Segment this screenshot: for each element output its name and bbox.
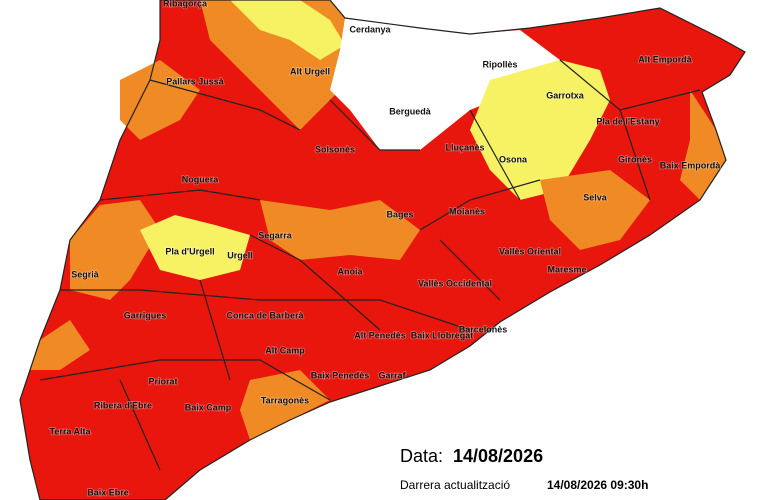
outline (19, 0, 746, 500)
region-label: Cerdanya (349, 24, 391, 34)
region-label: Garrigues (124, 310, 167, 320)
region-label: Alt Empordà (638, 54, 692, 64)
region-label: Selva (583, 192, 608, 202)
region-label: Vallès Oriental (499, 246, 561, 256)
region-label: Garraf (378, 370, 406, 380)
region-label: Berguedà (389, 106, 432, 116)
region-label: Baix Camp (185, 402, 232, 412)
date-label: Data: (400, 446, 443, 466)
region-fill (680, 90, 726, 200)
region-label: Ripollès (482, 59, 517, 69)
region-label: Barcelonès (459, 324, 508, 334)
region-label: Ribagorça (163, 0, 208, 8)
region-fill (140, 215, 250, 280)
region-label: Alt Penedès (354, 330, 406, 340)
territory (19, 0, 746, 500)
region-label: Tarragonès (261, 395, 309, 405)
region-label: Segrià (71, 269, 100, 279)
region-label: Moianès (449, 206, 485, 216)
region-fill (540, 170, 650, 250)
region-label: Baix Empordà (660, 160, 722, 170)
region-label: Alt Camp (265, 345, 305, 355)
region-label: Segarra (258, 230, 293, 240)
region-label: Lluçanès (445, 142, 484, 152)
region-fill (260, 200, 420, 260)
region-label: Alt Urgell (290, 66, 330, 76)
region-label: Pallars Jussà (166, 76, 225, 86)
region-label: Solsonès (315, 144, 355, 154)
region-label: Garrotxa (546, 90, 585, 100)
region-label: Terra Alta (49, 426, 91, 436)
region-label: Osona (499, 154, 528, 164)
region-label: Pla de l'Estany (596, 116, 659, 126)
region-fill (30, 320, 90, 370)
region-label: Priorat (148, 376, 177, 386)
region-label: Pla d'Urgell (165, 246, 214, 256)
region-label: Bages (386, 209, 413, 219)
region-label: Anoia (337, 266, 363, 276)
region-fill (230, 0, 345, 60)
update-label: Darrera actualització (400, 478, 510, 492)
region-label: Baix Llobregat (411, 330, 474, 340)
region-fill (470, 60, 610, 200)
region-label: Baix Ebre (87, 487, 129, 497)
region-label: Noguera (182, 174, 220, 184)
date: 14/08/2026 (453, 446, 543, 466)
region-label: Baix Penedès (311, 370, 370, 380)
update: 14/08/2026 09:30h (547, 478, 648, 492)
region-label: Vallès Occidental (418, 278, 492, 288)
boundary (39, 59, 701, 471)
region-label: Urgell (227, 250, 253, 260)
region-label: Ribera d'Ebre (94, 400, 152, 410)
region-fill (70, 200, 160, 300)
region-label: Conca de Barberà (226, 310, 304, 320)
region-label: Maresme (547, 264, 586, 274)
region-fill (120, 60, 200, 140)
region-label: Gironès (618, 154, 652, 164)
region-fill (330, 18, 560, 150)
labels: Ribagorça Cerdanya Alt Urgell Ripollès Alt E… (49, 0, 722, 498)
